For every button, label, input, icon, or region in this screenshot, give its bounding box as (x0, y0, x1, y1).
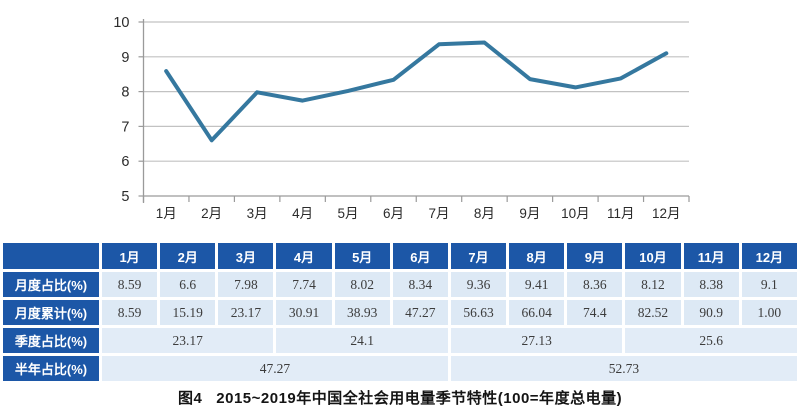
x-axis-label: 12月 (652, 206, 681, 221)
x-axis-label: 6月 (383, 206, 404, 221)
table-cell: 47.27 (392, 300, 448, 325)
row-label-cell: 半年占比(%) (3, 356, 99, 381)
x-axis-label: 5月 (338, 206, 359, 221)
y-axis-label: 8 (121, 85, 129, 101)
table-cell: 25.6 (625, 328, 797, 353)
table-cell: 6.6 (160, 272, 216, 297)
data-line (164, 40, 669, 143)
table-row: 月度占比(%) 8.59 6.6 7.98 7.74 8.02 8.34 9.36 9.41 8.… (3, 272, 797, 297)
month-header-cell: 1月 (102, 243, 158, 269)
x-axis-label: 3月 (247, 206, 268, 221)
y-axis-label: 6 (121, 154, 129, 170)
row-label-cell: 季度占比(%) (3, 328, 99, 353)
y-axis-label: 10 (113, 15, 129, 31)
figure-number: 图4 (177, 390, 203, 407)
table-cell: 7.74 (276, 272, 332, 297)
table-cell: 38.93 (334, 300, 390, 325)
table-header-row: 1月 2月 3月 4月 5月 6月 7月 8月 9月 10月 11月 12月 (3, 243, 797, 269)
table-cell: 8.59 (102, 300, 158, 325)
table-row: 月度累计(%) 8.59 15.19 23.17 30.91 38.93 47.27 56.6… (3, 300, 797, 325)
table-row: 半年占比(%) 47.27 52.73 (3, 356, 797, 381)
table-cell: 8.34 (392, 272, 448, 297)
line-chart: 5 6 7 8 9 10 1月 2月 3月 4月 5月 6月 7月 8月 9月 10月 11月 12月 (113, 15, 690, 221)
month-header-cell: 3月 (218, 243, 274, 269)
table-cell: 7.98 (218, 272, 274, 297)
table-cell: 90.9 (683, 300, 739, 325)
month-header-cell: 2月 (160, 243, 216, 269)
table-cell: 8.38 (683, 272, 739, 297)
figure-title: 2015~2019年中国全社会用电量季节特性(100=年度总电量) (216, 390, 623, 407)
figure-caption: 图4 2015~2019年中国全社会用电量季节特性(100=年度总电量) (0, 387, 800, 408)
row-label-cell: 月度累计(%) (3, 300, 99, 325)
month-header-cell: 8月 (509, 243, 565, 269)
table-cell: 9.36 (450, 272, 507, 297)
month-header-cell: 6月 (392, 243, 448, 269)
table-cell: 9.1 (741, 272, 797, 297)
month-header-cell: 9月 (567, 243, 623, 269)
table-cell: 9.41 (509, 272, 565, 297)
month-header-cell: 11月 (683, 243, 739, 269)
month-header-cell: 12月 (741, 243, 797, 269)
x-axis-label: 11月 (607, 206, 635, 221)
x-axis-label: 4月 (292, 206, 313, 221)
table-cell: 52.73 (450, 356, 797, 381)
row-label-cell: 月度占比(%) (3, 272, 99, 297)
table-cell: 8.02 (334, 272, 390, 297)
month-header-cell: 10月 (625, 243, 681, 269)
x-axis-label: 1月 (156, 206, 177, 221)
table-cell: 47.27 (102, 356, 448, 381)
corner-cell (3, 243, 99, 269)
x-axis-label: 2月 (201, 206, 222, 221)
table-cell: 15.19 (160, 300, 216, 325)
table-cell: 23.17 (218, 300, 274, 325)
table-cell: 1.00 (741, 300, 797, 325)
data-table: 1月 2月 3月 4月 5月 6月 7月 8月 9月 10月 11月 12月 月度占比(%) 8.59 6… (0, 240, 800, 384)
table-cell: 30.91 (276, 300, 332, 325)
x-axis-label: 8月 (474, 206, 495, 221)
table-cell: 27.13 (450, 328, 623, 353)
table-cell: 74.4 (567, 300, 623, 325)
table-cell: 66.04 (509, 300, 565, 325)
y-axis-label: 9 (121, 50, 129, 66)
table-cell: 23.17 (102, 328, 274, 353)
table-cell: 8.36 (567, 272, 623, 297)
month-header-cell: 4月 (276, 243, 332, 269)
x-axis-label: 10月 (561, 206, 590, 221)
table-body: 月度占比(%) 8.59 6.6 7.98 7.74 8.02 8.34 9.36 9.41 8.… (3, 272, 797, 381)
table-cell: 24.1 (276, 328, 448, 353)
month-header-cell: 7月 (450, 243, 507, 269)
month-header-cell: 5月 (334, 243, 390, 269)
x-axis-label: 9月 (519, 206, 540, 221)
table-cell: 82.52 (625, 300, 681, 325)
table-cell: 8.12 (625, 272, 681, 297)
x-axis-label: 7月 (428, 206, 449, 221)
table-cell: 56.63 (450, 300, 507, 325)
y-axis-label: 5 (121, 189, 129, 205)
seasonality-line-chart: 5 6 7 8 9 10 1月 2月 3月 4月 5月 6月 7月 8月 9月 10月 11月 12月 (113, 15, 690, 221)
y-axis-label: 7 (121, 119, 129, 135)
table-cell: 8.59 (102, 272, 158, 297)
table-row: 季度占比(%) 23.17 24.1 27.13 25.6 (3, 328, 797, 353)
table-head: 1月 2月 3月 4月 5月 6月 7月 8月 9月 10月 11月 12月 (3, 243, 797, 269)
